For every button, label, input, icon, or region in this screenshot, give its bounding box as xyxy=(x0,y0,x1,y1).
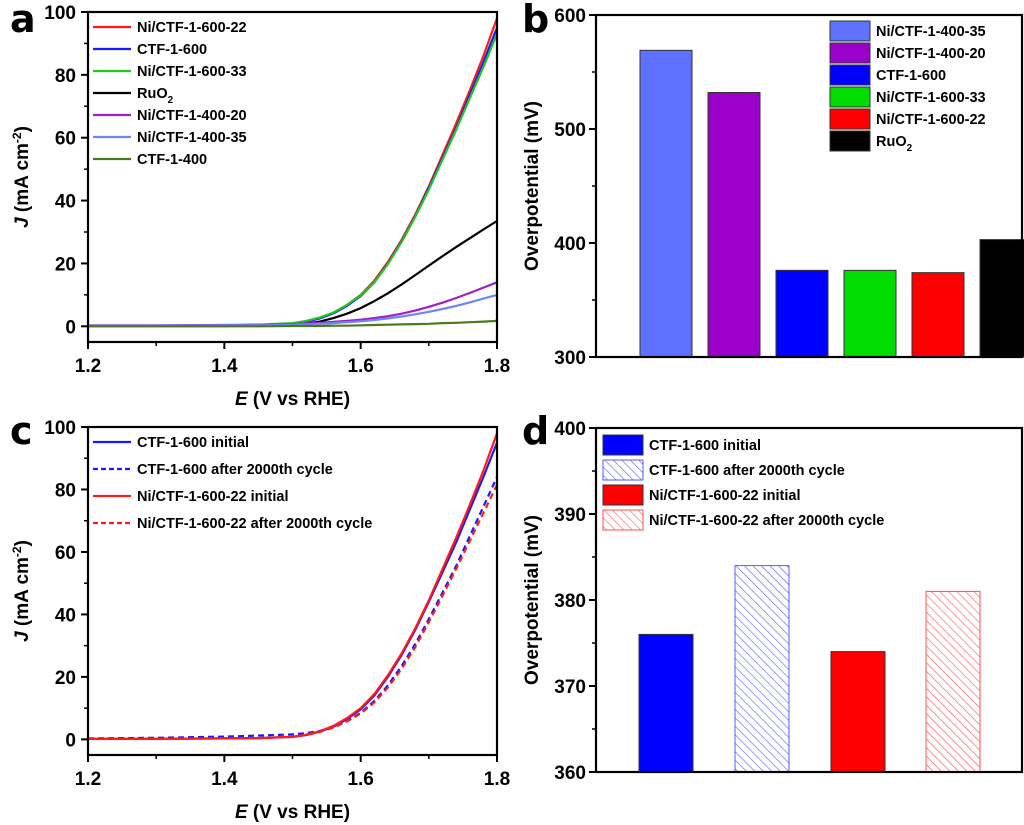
y-axis-label: J (mA cm-2) xyxy=(10,126,33,228)
legend-swatch-ctf-1-600-after-2000th-cycle xyxy=(602,459,644,481)
y-tick-label: 390 xyxy=(554,505,586,526)
panel-b-overpotential-bar-chart: 300 400 500 600 Overpotential (mV) Ni/CTF-1-4… xyxy=(522,6,1024,369)
legend-label-ni-ctf-1-400-35: Ni/CTF-1-400-35 xyxy=(137,130,247,146)
legend-swatch-ctf-1-600 xyxy=(829,64,871,86)
series-line-ni-ctf-1-400-35 xyxy=(88,293,498,327)
legend-label-ni-ctf-1-400-35: Ni/CTF-1-400-35 xyxy=(876,24,986,40)
bar-ctf-1-600-after-2000th-cycle xyxy=(734,565,790,773)
y-tick-label: 20 xyxy=(55,254,76,275)
legend-label-ctf-1-600-initial: CTF-1-600 initial xyxy=(137,435,249,451)
panel-a-lsv-chart: 1.2 1.4 1.6 1.8 0 20 40 60 80 100 E (V vs RHE) J (m… xyxy=(10,3,510,410)
bar-ctf-1-600-initial xyxy=(638,633,694,773)
y-tick-label: 60 xyxy=(55,129,76,150)
y-tick-label: 100 xyxy=(44,3,76,24)
series-line-ctf-1-600-initial xyxy=(88,442,499,740)
legend-label-ni-ctf-1-600-22-initial: Ni/CTF-1-600-22 initial xyxy=(649,488,800,504)
y-tick-label: 80 xyxy=(55,66,76,87)
y-axis-label: J (mA cm-2) xyxy=(10,540,33,642)
legend-label-ni-ctf-1-600-22: Ni/CTF-1-600-22 xyxy=(876,112,986,128)
legend-swatch-ruo xyxy=(829,130,871,152)
legend-swatch-ni-ctf-1-600-22-initial xyxy=(602,484,644,506)
bar-ctf-1-600 xyxy=(775,269,829,358)
x-tick-label: 1.2 xyxy=(75,356,101,377)
legend-label-ni-ctf-1-400-20: Ni/CTF-1-400-20 xyxy=(876,46,986,62)
y-axis-label: Overpotential (mV) xyxy=(522,515,543,685)
bar-ruo xyxy=(979,239,1024,358)
y-tick-label: 40 xyxy=(55,192,76,213)
legend: Ni/CTF-1-600-22 CTF-1-600 Ni/CTF-1-600-33 R… xyxy=(93,20,247,168)
panel-c-stability-lsv-chart: 1.2 1.4 1.6 1.8 0 20 40 60 80 100 E (V vs RHE) J (m… xyxy=(10,418,510,823)
x-tick-label: 1.4 xyxy=(211,356,238,377)
legend-label-ni-ctf-1-400-20: Ni/CTF-1-400-20 xyxy=(137,108,247,124)
x-axis-label: E (V vs RHE) xyxy=(235,389,350,410)
x-tick-label: 1.4 xyxy=(211,769,238,790)
legend-label-ctf-1-400: CTF-1-400 xyxy=(137,152,207,168)
legend-label-ctf-1-600: CTF-1-600 xyxy=(876,68,946,84)
y-tick-label: 60 xyxy=(55,543,76,564)
legend-swatch-ni-ctf-1-600-22 xyxy=(829,108,871,130)
legend: CTF-1-600 initial CTF-1-600 after 2000th … xyxy=(93,435,372,532)
x-tick-label: 1.8 xyxy=(484,356,510,377)
legend-label-ni-ctf-1-600-22-initial: Ni/CTF-1-600-22 initial xyxy=(137,489,288,505)
series-line-ni-ctf-1-600-22-initial xyxy=(88,432,499,740)
legend-label-ctf-1-600-after-2000th-cycle: CTF-1-600 after 2000th cycle xyxy=(137,462,333,478)
bar-ni-ctf-1-600-22 xyxy=(911,272,965,358)
legend-label-ctf-1-600: CTF-1-600 xyxy=(137,42,207,58)
y-tick-label: 380 xyxy=(554,591,586,612)
legend-swatch-ni-ctf-1-600-33 xyxy=(829,86,871,108)
y-axis-label: Overpotential (mV) xyxy=(522,101,543,271)
panel-label-c: c xyxy=(10,409,33,453)
x-tick-label: 1.6 xyxy=(347,769,373,790)
legend-label-ni-ctf-1-600-22: Ni/CTF-1-600-22 xyxy=(137,20,247,36)
y-tick-label: 0 xyxy=(65,317,76,338)
y-tick-label: 600 xyxy=(554,6,586,27)
panel-label-b: b xyxy=(522,0,549,41)
legend-swatch-ni-ctf-1-400-35 xyxy=(829,20,871,42)
legend-swatch-ni-ctf-1-600-22-after-2000th-cycle xyxy=(602,509,644,531)
legend-swatch-ni-ctf-1-400-20 xyxy=(829,42,871,64)
panel-label-d: d xyxy=(522,409,549,453)
legend-label-ni-ctf-1-600-33: Ni/CTF-1-600-33 xyxy=(137,64,247,80)
series-line-ctf-1-400 xyxy=(88,319,498,328)
legend-label-ctf-1-600-initial: CTF-1-600 initial xyxy=(649,438,761,454)
y-tick-label: 360 xyxy=(554,763,586,784)
legend-label-ruo: RuO2 xyxy=(876,134,913,154)
y-tick-label: 400 xyxy=(554,234,586,255)
legend-label-ni-ctf-1-600-22-after-2000th-cycle: Ni/CTF-1-600-22 after 2000th cycle xyxy=(649,513,884,529)
bar-ni-ctf-1-400-20 xyxy=(707,92,761,358)
y-tick-label: 400 xyxy=(554,419,586,440)
y-tick-label: 0 xyxy=(65,730,76,751)
x-tick-label: 1.6 xyxy=(347,356,373,377)
bar-ni-ctf-1-600-22-initial xyxy=(830,651,886,773)
legend: CTF-1-600 initial CTF-1-600 after 2000th … xyxy=(602,434,884,531)
panel-label-a: a xyxy=(10,0,36,41)
bar-ni-ctf-1-600-22-after-2000th-cycle xyxy=(925,590,981,773)
y-tick-label: 80 xyxy=(55,480,76,501)
legend-label-ruo: RuO2 xyxy=(137,86,174,106)
bar-ni-ctf-1-400-35 xyxy=(639,49,693,358)
y-tick-label: 40 xyxy=(55,605,76,626)
x-tick-label: 1.8 xyxy=(484,769,510,790)
x-axis-label: E (V vs RHE) xyxy=(235,802,350,823)
y-tick-label: 500 xyxy=(554,120,586,141)
y-tick-label: 20 xyxy=(55,668,76,689)
series-line-ni-ctf-1-400-20 xyxy=(88,281,498,327)
legend-swatch-ctf-1-600-initial xyxy=(602,434,644,456)
legend-label-ni-ctf-1-600-33: Ni/CTF-1-600-33 xyxy=(876,90,986,106)
bar-ni-ctf-1-600-33 xyxy=(843,269,897,358)
legend-label-ctf-1-600-after-2000th-cycle: CTF-1-600 after 2000th cycle xyxy=(649,463,845,479)
legend: Ni/CTF-1-400-35 Ni/CTF-1-400-20 CTF-1-600 N… xyxy=(829,20,986,154)
legend-label-ni-ctf-1-600-22-after-2000th-cycle: Ni/CTF-1-600-22 after 2000th cycle xyxy=(137,516,372,532)
x-tick-label: 1.2 xyxy=(75,769,101,790)
y-tick-label: 370 xyxy=(554,677,586,698)
panel-d-stability-bar-chart: 360 370 380 390 400 Overpotential (mV) CTF-1-6… xyxy=(522,419,1024,784)
y-tick-label: 100 xyxy=(44,418,76,439)
y-tick-label: 300 xyxy=(554,348,586,369)
